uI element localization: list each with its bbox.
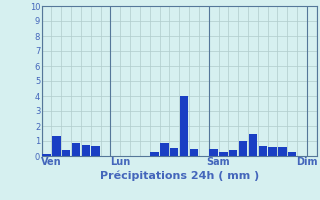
Bar (160, 142, 169, 156)
Bar (92, 146, 100, 156)
Bar (72, 142, 80, 156)
Bar (219, 152, 228, 156)
Bar (259, 146, 267, 156)
Bar (268, 147, 277, 156)
Bar (249, 134, 257, 156)
Bar (209, 148, 218, 156)
Bar (82, 145, 90, 156)
Bar (52, 136, 60, 156)
Bar (190, 148, 198, 156)
Bar (170, 148, 179, 156)
Bar (62, 150, 70, 156)
Bar (180, 96, 188, 156)
Bar (288, 152, 296, 156)
Bar (278, 147, 287, 156)
Bar (150, 152, 159, 156)
Bar (239, 141, 247, 156)
Bar (42, 154, 51, 156)
Bar (229, 150, 237, 156)
X-axis label: Précipitations 24h ( mm ): Précipitations 24h ( mm ) (100, 170, 259, 181)
